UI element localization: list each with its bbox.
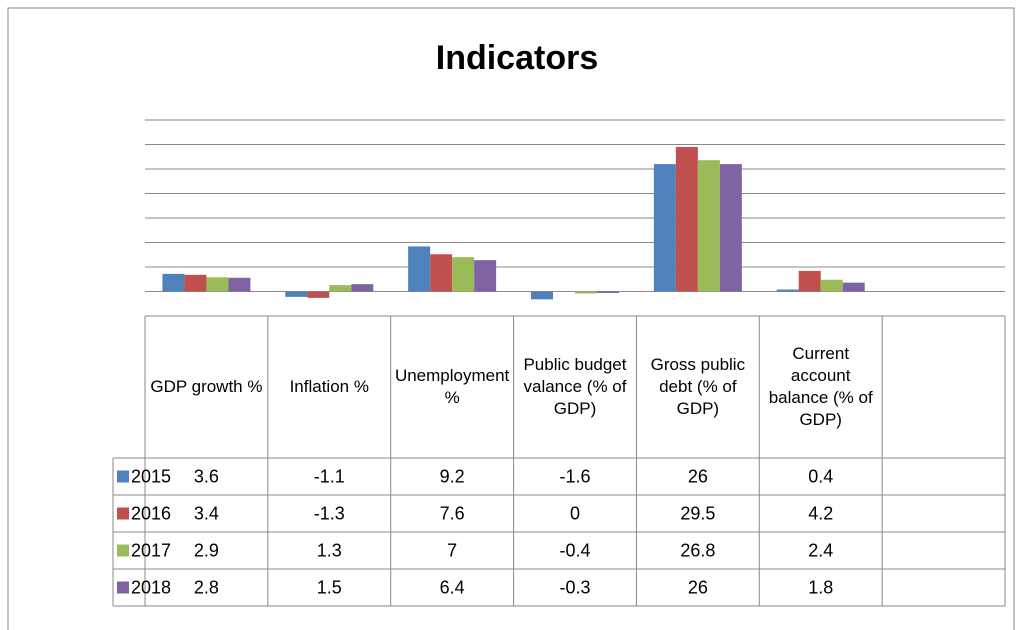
- legend-key: [117, 544, 129, 557]
- table-value: 9.2: [440, 466, 465, 486]
- bar: [430, 254, 453, 292]
- table-value: 1.3: [317, 540, 342, 560]
- bar: [452, 257, 475, 292]
- category-label: Gross public debt (% of GDP): [650, 355, 746, 418]
- bar: [184, 274, 207, 292]
- bar: [653, 164, 676, 292]
- table-value: -1.3: [314, 503, 345, 523]
- table-value: 1.8: [808, 577, 833, 597]
- bar: [575, 291, 597, 294]
- table-value: 2.8: [194, 577, 219, 597]
- table-value: 3.6: [194, 466, 219, 486]
- legend-label: 2016: [131, 503, 171, 523]
- table-value: 29.5: [680, 503, 715, 523]
- table-value: -0.4: [559, 540, 590, 560]
- table-value: 7: [447, 540, 457, 560]
- legend-label: 2015: [131, 466, 171, 486]
- table-value: 6.4: [440, 577, 465, 597]
- bar: [162, 273, 185, 292]
- bar: [697, 160, 720, 292]
- legend-key: [117, 470, 129, 483]
- bar: [408, 246, 431, 292]
- legend-label: 2018: [131, 577, 171, 597]
- table-value: -1.6: [559, 466, 590, 486]
- chart-border: [7, 7, 1015, 630]
- category-label: GDP growth %: [150, 377, 263, 396]
- table-value: 3.4: [194, 503, 219, 523]
- bar: [820, 279, 843, 292]
- bar: [307, 291, 330, 298]
- category-label: Unemployment %: [394, 366, 510, 407]
- category-label: Current account balance (% of GDP): [768, 344, 873, 429]
- table-value: 2.9: [194, 540, 219, 560]
- table-value: 1.5: [317, 577, 342, 597]
- table-value: 4.2: [808, 503, 833, 523]
- bar: [719, 164, 742, 292]
- bar: [329, 285, 352, 292]
- table-value: 7.6: [440, 503, 465, 523]
- table-value: 26: [688, 466, 708, 486]
- table-value: 26: [688, 577, 708, 597]
- bar: [351, 284, 374, 292]
- bar: [776, 289, 799, 292]
- table-value: 0: [570, 503, 580, 523]
- bar: [531, 291, 553, 300]
- bar: [228, 277, 251, 292]
- table-value: -1.1: [314, 466, 345, 486]
- category-label: Inflation %: [289, 377, 369, 396]
- table-value: 2.4: [808, 540, 833, 560]
- legend-key: [117, 507, 129, 520]
- bar: [206, 277, 229, 292]
- table-value: -0.3: [559, 577, 590, 597]
- bar: [798, 270, 821, 292]
- bar: [285, 291, 308, 297]
- bar: [474, 260, 497, 292]
- legend-label: 2017: [131, 540, 171, 560]
- legend-key: [117, 581, 129, 594]
- chart-title: Indicators: [436, 39, 598, 77]
- bar: [675, 146, 698, 292]
- bar: [597, 291, 619, 293]
- bar: [842, 282, 865, 292]
- category-label: Public budget valance (% of GDP): [523, 355, 627, 418]
- table-value: 26.8: [680, 540, 715, 560]
- table-value: 0.4: [808, 466, 833, 486]
